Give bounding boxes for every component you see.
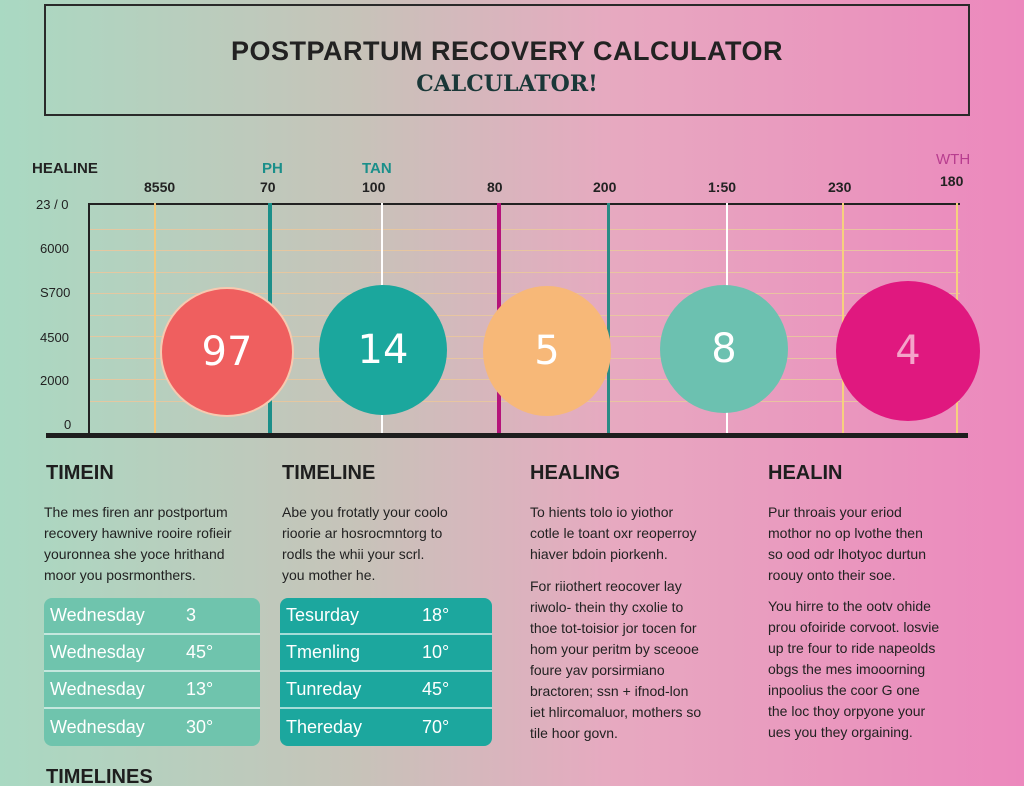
top-axis-label: 230 (828, 179, 852, 195)
circle-value: 5 (534, 328, 560, 374)
table-row: Wednesday 30° (50, 717, 214, 737)
section-text: Pur throais your eriod mothor no op lvot… (768, 504, 926, 583)
bottom-heading: TIMELINES (46, 766, 153, 786)
top-axis-label: 200 (593, 179, 617, 195)
circle-value: 8 (711, 326, 737, 372)
chart-label-tan: TAN (362, 160, 392, 177)
section-text: For riiothert reocover lay riwolo- thein… (530, 578, 702, 741)
y-axis-label: 0 (64, 417, 72, 432)
section-heading: HEALING (530, 462, 620, 484)
recovery-circle: 4 (836, 281, 980, 421)
title-box: POSTPARTUM RECOVERY CALCULATOR CALCULATO… (44, 4, 970, 116)
y-axis-label: S700 (40, 285, 71, 300)
table-row: Wednesday 13° (44, 672, 260, 709)
y-axis-label: 6000 (40, 241, 69, 256)
recovery-circle: 14 (319, 285, 447, 415)
grid-vline (154, 203, 156, 433)
grid-line (90, 229, 960, 230)
section-text: The mes firen anr postportum recovery ha… (44, 504, 232, 583)
day-table-left: Wednesday 3 Wednesday 45° Wednesday 13° Wed… (44, 598, 260, 746)
grid-line (90, 272, 960, 273)
y-axis-label: 23 / 0 (36, 197, 69, 212)
section-text: Abe you frotatly your coolo rioorie ar h… (282, 504, 448, 583)
chart-top-border (88, 203, 960, 205)
top-axis-label: 70 (260, 179, 276, 195)
table-row: Wednesday 45° (44, 635, 260, 672)
circle-value: 14 (357, 327, 409, 373)
recovery-circle: 5 (483, 286, 611, 416)
table-row: Tunreday 45° (280, 672, 492, 709)
y-axis-line (88, 203, 90, 435)
grid-line (90, 250, 960, 251)
recovery-circle: 97 (160, 287, 294, 417)
top-axis-label: 180 (940, 173, 964, 189)
page-subtitle: CALCULATOR! (416, 71, 598, 97)
section-heading: HEALIN (768, 462, 843, 484)
page-title: POSTPARTUM RECOVERY CALCULATOR (230, 36, 784, 66)
recovery-circle: 8 (660, 285, 788, 413)
x-axis-line (46, 433, 968, 438)
grid-vline (607, 203, 610, 433)
chart-label-ph: PH (262, 160, 283, 177)
top-axis-label: 100 (362, 179, 386, 195)
top-axis-label: 80 (487, 179, 503, 195)
table-row: Tesurday 18° (280, 598, 492, 635)
circle-value: 4 (895, 328, 921, 374)
table-row: Tmenling 10° (280, 635, 492, 672)
chart-left-label: HEALINE (32, 160, 98, 177)
day-table-right: Tesurday 18° Tmenling 10° Tunreday 45° Ther… (280, 598, 492, 746)
top-axis-label: 8550 (144, 179, 176, 195)
y-axis-label: 2000 (40, 373, 69, 388)
table-row: Thereday 70° (286, 717, 450, 737)
section-text: To hients tolo io yiothor cotle le toant… (530, 504, 697, 562)
top-axis-label: 1:50 (708, 179, 737, 195)
table-row: Wednesday 3 (44, 598, 260, 635)
circle-value: 97 (201, 329, 253, 375)
section-heading: TIMELINE (282, 462, 376, 484)
section-heading: TIMEIN (46, 462, 114, 484)
section-text: You hirre to the ootv ohide prou ofoirid… (768, 598, 940, 740)
chart-label-with: WTH (936, 151, 971, 168)
y-axis-label: 4500 (40, 330, 69, 345)
